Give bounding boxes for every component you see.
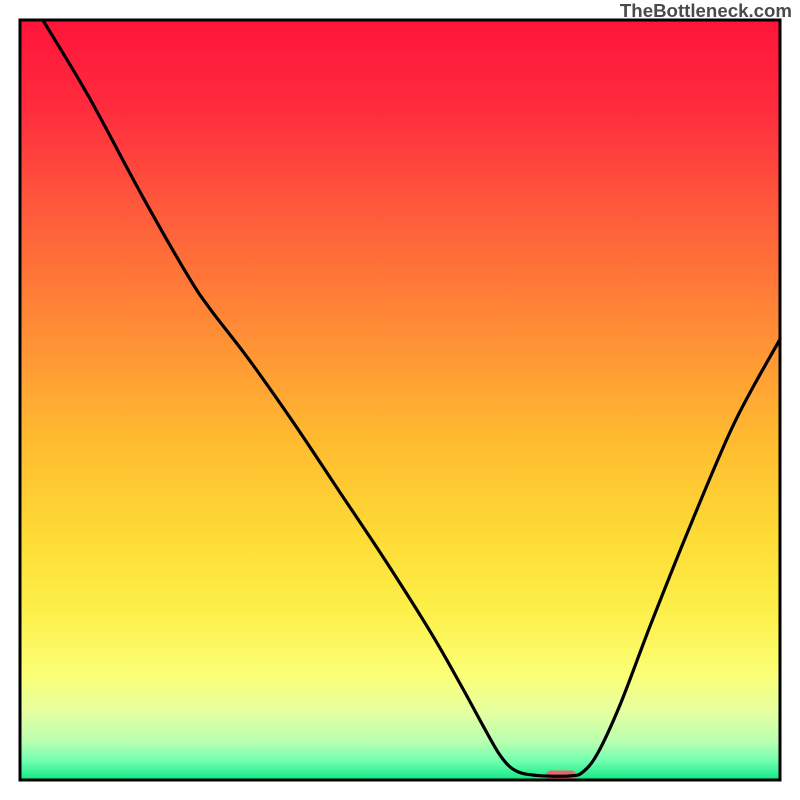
chart-container: TheBottleneck.com <box>0 0 800 800</box>
bottleneck-chart <box>0 0 800 800</box>
watermark-text: TheBottleneck.com <box>620 0 792 22</box>
gradient-background <box>20 20 780 780</box>
